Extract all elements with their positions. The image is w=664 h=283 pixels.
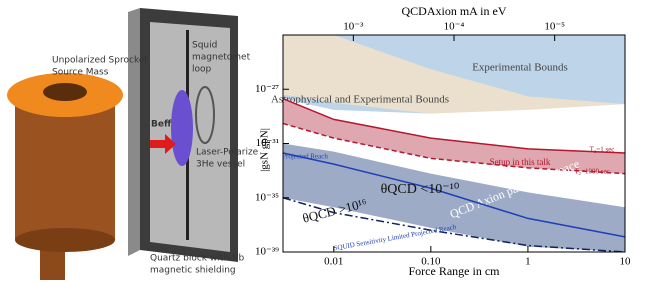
series-label: Experimental Bounds: [472, 62, 568, 74]
region: [283, 35, 625, 114]
label: Source Mass: [52, 68, 109, 78]
x-axis-label: Force Range in cm: [409, 264, 501, 278]
label: magnetic shielding: [150, 266, 236, 276]
series-label: Projected Reach: [282, 153, 328, 161]
x-tick-label: 10: [620, 256, 632, 268]
y-tick-label: 10⁻³⁹: [255, 246, 279, 258]
curve: [282, 197, 626, 253]
label: loop: [192, 65, 212, 75]
y-tick-label: 10⁻³⁵: [255, 191, 279, 203]
annotation: θQCD <10⁻¹⁰: [381, 182, 460, 197]
region: [283, 143, 625, 252]
x2-tick-label: 10⁻⁴: [444, 21, 465, 33]
x2-tick-label: 10⁻⁵: [544, 21, 565, 33]
label: 3He vessel: [196, 160, 245, 170]
y-tick-label: 10⁻³¹: [256, 137, 279, 149]
annotation: T₂=1000 sec: [574, 168, 609, 176]
x-tick-label: 1: [525, 256, 531, 268]
region-edge: [282, 122, 626, 175]
shield-side: [128, 8, 140, 256]
label: Beff: [151, 120, 172, 130]
beff-arrow: [150, 134, 176, 154]
label: Laser-Polarize: [196, 148, 259, 158]
x-tick-label: 0.01: [324, 256, 343, 268]
x2-tick-label: 10⁻³: [343, 21, 364, 33]
squid-loop: [195, 86, 215, 144]
illustration: Unpolarized Sprocket Source Mass Squid m…: [7, 8, 259, 280]
region: [283, 98, 625, 174]
x-tick-label: 0.10: [421, 256, 441, 268]
series-label: SQUID Sensitivity Limited Projected Reac…: [333, 223, 457, 253]
annotation: T₂=1 sec: [590, 146, 615, 154]
top-axis-label: QCDAxion mA in eV: [402, 4, 507, 18]
sprocket-body: [15, 95, 115, 240]
he-vessel: [171, 90, 193, 166]
label: Unpolarized Sprocket: [52, 56, 148, 66]
series-label: Setup in this talk: [490, 157, 551, 167]
series-label: Astrophysical and Experimental Bounds: [271, 94, 449, 106]
sprocket-base: [15, 228, 115, 252]
y-tick-label: 10⁻²⁷: [255, 83, 279, 95]
y-axis-label: |gsN gpN|: [259, 128, 271, 172]
region-edge: [282, 98, 626, 154]
sprocket-hole: [43, 83, 87, 101]
label: Squid: [192, 41, 217, 51]
curve: [282, 152, 626, 238]
label: magnetomet: [192, 53, 251, 63]
label: Quartz block with Nb: [150, 254, 245, 264]
